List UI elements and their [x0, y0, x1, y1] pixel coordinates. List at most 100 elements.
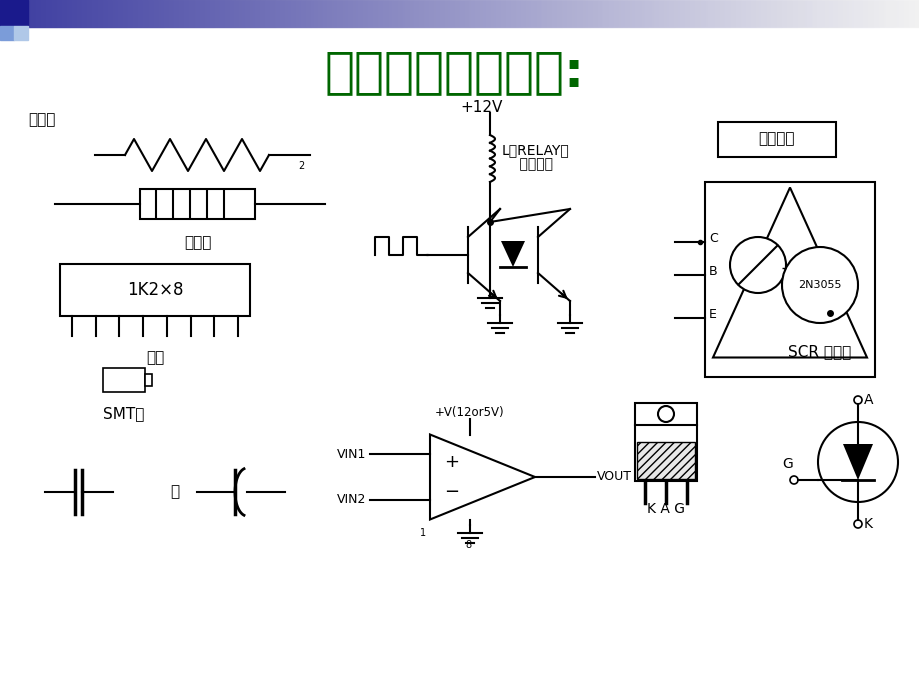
Bar — [587, 0, 588, 27]
Bar — [717, 0, 719, 27]
Bar — [49, 0, 50, 27]
Bar — [94, 0, 95, 27]
Bar — [22, 0, 23, 27]
Bar — [264, 0, 265, 27]
Bar — [202, 0, 203, 27]
Bar — [710, 0, 711, 27]
Bar — [538, 0, 539, 27]
Bar — [447, 0, 448, 27]
Bar — [802, 0, 803, 27]
Bar — [895, 0, 896, 27]
Bar — [896, 0, 897, 27]
Bar — [368, 0, 369, 27]
Bar — [640, 0, 641, 27]
Bar — [805, 0, 806, 27]
Bar — [524, 0, 525, 27]
Bar — [720, 0, 721, 27]
Bar — [863, 0, 864, 27]
Bar — [255, 0, 256, 27]
Bar — [241, 0, 242, 27]
Bar — [575, 0, 576, 27]
Bar — [820, 0, 821, 27]
Bar — [279, 0, 280, 27]
Bar — [225, 0, 226, 27]
Bar — [286, 0, 287, 27]
Bar — [457, 0, 458, 27]
Bar — [459, 0, 460, 27]
Bar — [495, 0, 496, 27]
Bar — [832, 0, 834, 27]
Bar — [277, 0, 278, 27]
Bar — [588, 0, 589, 27]
Bar — [882, 0, 883, 27]
Bar — [6, 0, 7, 27]
Bar — [816, 0, 817, 27]
Bar — [685, 0, 686, 27]
Bar — [478, 0, 479, 27]
Bar — [884, 0, 885, 27]
Bar — [481, 0, 482, 27]
Text: 長條型: 長條型 — [184, 235, 211, 250]
Bar — [404, 0, 405, 27]
Bar — [742, 0, 743, 27]
Bar — [570, 0, 571, 27]
Bar — [490, 0, 491, 27]
Bar — [207, 0, 208, 27]
Bar — [466, 0, 467, 27]
Bar — [282, 0, 283, 27]
Bar — [601, 0, 602, 27]
Bar — [738, 0, 739, 27]
Bar — [496, 0, 497, 27]
Bar — [597, 0, 598, 27]
Bar — [444, 0, 445, 27]
Bar — [259, 0, 260, 27]
Bar — [669, 0, 670, 27]
Bar — [380, 0, 381, 27]
Bar — [812, 0, 813, 27]
Bar — [400, 0, 401, 27]
Bar — [422, 0, 423, 27]
Bar — [90, 0, 91, 27]
Bar — [205, 0, 206, 27]
Bar — [507, 0, 508, 27]
Bar — [540, 0, 541, 27]
Bar — [152, 0, 153, 27]
Bar — [288, 0, 289, 27]
Bar — [897, 0, 898, 27]
Bar — [430, 0, 432, 27]
Bar — [912, 0, 913, 27]
Bar — [737, 0, 738, 27]
Bar — [179, 0, 180, 27]
Bar — [403, 0, 404, 27]
Bar — [748, 0, 749, 27]
Bar — [827, 0, 828, 27]
Bar — [128, 0, 129, 27]
Bar — [64, 0, 65, 27]
Bar — [80, 0, 81, 27]
Circle shape — [817, 422, 897, 502]
Bar — [859, 0, 860, 27]
Bar — [613, 0, 614, 27]
Bar — [361, 0, 363, 27]
Bar — [527, 0, 528, 27]
Bar — [30, 0, 31, 27]
Bar — [902, 0, 903, 27]
Bar — [159, 0, 160, 27]
Bar — [509, 0, 510, 27]
Bar — [424, 0, 425, 27]
Bar — [582, 0, 583, 27]
Bar — [114, 0, 115, 27]
Bar — [755, 0, 756, 27]
Bar — [531, 0, 532, 27]
Bar — [158, 0, 159, 27]
Bar — [584, 0, 585, 27]
Bar — [269, 0, 271, 27]
Bar — [112, 0, 113, 27]
Bar — [713, 0, 714, 27]
Bar — [177, 0, 179, 27]
Bar — [227, 0, 228, 27]
Bar — [483, 0, 484, 27]
Bar — [73, 0, 74, 27]
Bar — [455, 0, 456, 27]
Bar — [148, 0, 149, 27]
